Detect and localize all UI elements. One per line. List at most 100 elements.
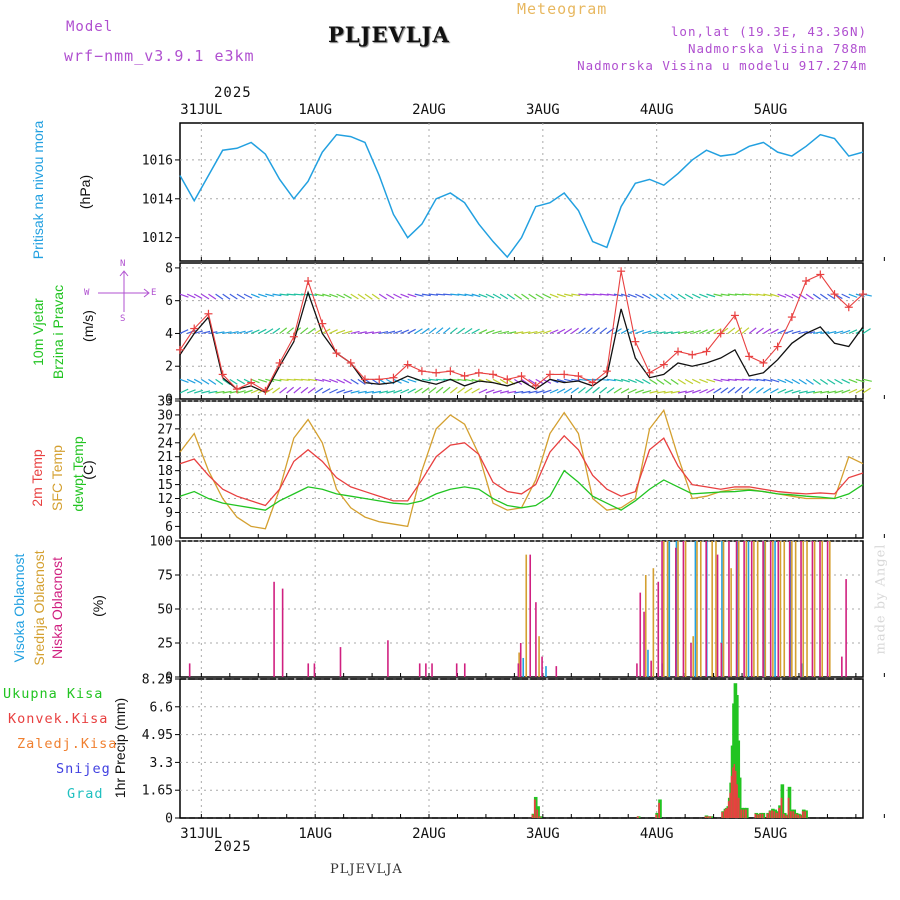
wind-arrow xyxy=(791,330,801,335)
precip-conv-bar xyxy=(736,784,739,818)
gust-marker xyxy=(375,375,384,384)
precip-conv-bar xyxy=(707,816,709,818)
wind-arrow xyxy=(713,378,723,382)
gust-marker xyxy=(332,349,341,358)
panel-frame-wind xyxy=(179,262,864,400)
wind-arrow xyxy=(699,293,708,298)
wind-arrow xyxy=(229,293,238,300)
wind-arrow xyxy=(478,329,488,335)
ytick-label-temperature-5: 21 xyxy=(157,450,173,465)
gust-marker xyxy=(218,370,227,379)
wind-arrow xyxy=(841,378,851,384)
wind-arrow xyxy=(841,293,851,299)
wind-arrow xyxy=(236,293,246,300)
wind-arrow xyxy=(663,390,673,394)
wind-arrow xyxy=(756,378,766,382)
wind-arrow xyxy=(613,378,623,382)
wind-arrow xyxy=(862,328,871,334)
ytick-label-temperature-8: 30 xyxy=(157,408,173,423)
wind-arrow xyxy=(677,378,686,385)
wind-arrow xyxy=(784,378,794,384)
wind-arrow xyxy=(684,390,694,394)
ytick-label-wind-3: 6 xyxy=(165,294,173,309)
wind-arrow xyxy=(435,386,444,394)
wind-arrow xyxy=(848,378,858,384)
wind-arrow xyxy=(855,388,865,394)
gust-marker xyxy=(176,345,184,354)
wind-arrow xyxy=(457,327,466,334)
wind-arrow xyxy=(628,378,637,384)
year-label-bottom: 2025 xyxy=(214,839,252,855)
wind-arrow xyxy=(749,378,759,381)
wind-arrow xyxy=(364,390,374,394)
ytick-label-precip-4: 6.6 xyxy=(150,700,173,715)
ytick-label-precip-3: 4.95 xyxy=(142,728,173,743)
wind-arrow xyxy=(635,329,645,335)
wind-arrow xyxy=(770,328,779,334)
wind-arrow xyxy=(556,388,566,394)
wind-arrow xyxy=(763,378,773,382)
wind-arrow xyxy=(393,389,403,394)
wind-arrow xyxy=(727,293,737,296)
wind-arrow xyxy=(834,389,844,394)
wind-arrow xyxy=(393,329,403,335)
wind-arrow xyxy=(734,386,743,394)
wind-arrow xyxy=(286,378,296,381)
gust-marker xyxy=(787,313,796,322)
wind-arrow xyxy=(549,293,559,299)
gust-marker xyxy=(261,386,270,395)
wind-arrow xyxy=(691,293,701,299)
gust-marker xyxy=(659,360,668,369)
wind-arrow xyxy=(713,328,722,334)
wind-arrow xyxy=(450,293,460,296)
wind-arrow xyxy=(215,378,224,385)
wind-arrow xyxy=(813,331,823,335)
wind-arrow xyxy=(286,327,295,334)
gust-marker xyxy=(759,358,768,367)
ytick-label-precip-2: 3.3 xyxy=(150,756,173,771)
wind-arrow xyxy=(222,331,232,335)
wind-arrow xyxy=(542,293,552,299)
wind-arrow xyxy=(763,328,772,334)
ytick-label-temperature-6: 24 xyxy=(157,436,173,451)
wind-arrow xyxy=(834,378,843,385)
precip-conv-bar xyxy=(723,810,726,818)
gust-marker xyxy=(474,368,483,377)
precip-conv-bar xyxy=(785,815,788,818)
wind-arrow xyxy=(521,390,531,394)
wind-arrow xyxy=(578,293,588,296)
ytick-label-pressure-1: 1014 xyxy=(142,192,173,207)
wind-arrow xyxy=(343,389,353,394)
gust-marker xyxy=(574,372,583,381)
wind-arrow xyxy=(535,390,545,394)
wind-arrow xyxy=(720,387,729,394)
wind-arrow xyxy=(755,327,764,334)
gust-marker xyxy=(403,360,412,369)
wind-arrow xyxy=(400,329,410,335)
wind-arrow-row-3 xyxy=(179,386,871,394)
precip-conv-bar xyxy=(730,775,733,818)
ytick-label-clouds-0: 0 xyxy=(165,671,173,686)
panel-frame-temperature xyxy=(179,400,864,539)
wind-arrow xyxy=(649,378,658,385)
wind-arrow xyxy=(741,378,752,381)
wind-arrow xyxy=(193,293,203,299)
wind-arrow xyxy=(250,329,260,335)
gust-marker xyxy=(204,309,213,318)
wind-arrow xyxy=(656,390,666,394)
precip-conv-bar xyxy=(531,814,534,818)
wind-arrow xyxy=(727,386,736,394)
wind-arrow xyxy=(186,378,196,384)
wind-arrow xyxy=(642,378,651,385)
gust-marker xyxy=(674,347,683,356)
wind-arrow xyxy=(592,293,602,296)
wind-arrow xyxy=(606,378,616,382)
gust-marker xyxy=(503,375,512,384)
wind-arrow xyxy=(848,293,858,298)
wind-arrow xyxy=(635,293,644,299)
legend-snow: Snijeg xyxy=(56,761,111,777)
wind-arrow xyxy=(784,293,794,299)
wind-arrow xyxy=(414,293,424,297)
wind-arrow xyxy=(222,293,231,300)
precip-conv-bar xyxy=(655,814,658,818)
